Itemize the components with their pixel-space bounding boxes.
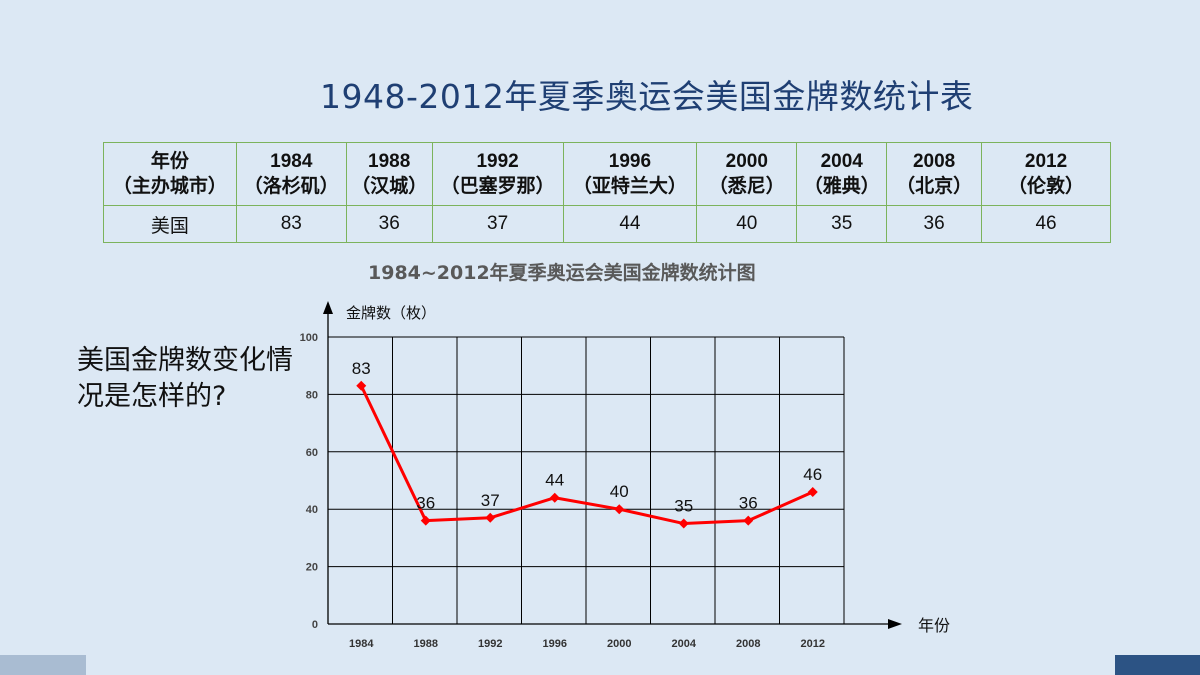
data-label: 40 — [610, 482, 629, 501]
table-cell: 44 — [562, 205, 698, 243]
data-point — [743, 515, 754, 526]
header-cell: 1992 （巴塞罗那） — [431, 142, 564, 206]
y-axis-label: 金牌数（枚） — [346, 305, 436, 322]
chart-series: 83 36 37 44 40 35 36 46 — [352, 359, 822, 529]
y-tick-label: 20 — [306, 562, 318, 574]
x-tick-label: 1988 — [414, 638, 438, 650]
data-point — [807, 486, 818, 497]
y-tick-label: 0 — [312, 619, 318, 631]
data-point — [485, 512, 496, 523]
x-tick-label: 1996 — [543, 638, 567, 650]
x-tick-label: 2004 — [672, 638, 697, 650]
question-text: 美国金牌数变化情况是怎样的? — [77, 345, 293, 412]
data-label: 35 — [674, 497, 693, 516]
header-cell: 1988 （汉城） — [345, 142, 433, 206]
header-cell: 1984 （洛杉矶） — [235, 142, 347, 206]
chart-grid — [328, 336, 845, 624]
y-tick-label: 40 — [306, 504, 318, 516]
data-label: 36 — [739, 494, 758, 513]
x-tick-label: 2008 — [736, 638, 760, 650]
data-label: 83 — [352, 359, 371, 378]
data-point — [678, 518, 689, 529]
x-axis-arrow — [888, 619, 902, 629]
table-cell: 36 — [886, 205, 983, 243]
data-label: 46 — [803, 465, 822, 484]
table-header-row: 年份 （主办城市） 1984 （洛杉矶） 1988 （汉城） 1992 （巴塞罗那） 1… — [103, 142, 1111, 206]
header-cell: 2004 （雅典） — [796, 142, 888, 206]
table-cell: 美国 — [103, 205, 237, 243]
table-cell: 46 — [981, 205, 1111, 243]
y-tick-label: 100 — [300, 332, 318, 344]
data-label: 37 — [481, 491, 500, 510]
header-cell: 年份 （主办城市） — [103, 142, 237, 206]
table-cell: 35 — [796, 205, 888, 243]
data-point — [356, 380, 367, 391]
x-tick-label: 2012 — [801, 638, 825, 650]
chart-axes — [323, 301, 902, 629]
x-tick-label: 1984 — [349, 638, 374, 650]
series-line — [359, 385, 814, 526]
x-axis-label: 年份 — [918, 617, 950, 635]
page-title: 1948-2012年夏季奥运会美国金牌数统计表 — [320, 77, 974, 116]
header-cell: 1996 （亚特兰大） — [562, 142, 698, 206]
data-label: 36 — [416, 494, 435, 513]
table-cell: 37 — [431, 205, 564, 243]
y-tick-label: 80 — [306, 389, 318, 401]
data-label: 44 — [545, 471, 564, 490]
corner-decoration-right — [1115, 655, 1200, 675]
data-point — [420, 515, 431, 526]
chart-ticks: 0 20 40 60 80 100 1984 1988 1992 1996 2000 2004 2008… — [300, 332, 825, 650]
data-point — [549, 492, 560, 503]
y-tick-label: 60 — [306, 447, 318, 459]
corner-decoration-left — [0, 655, 86, 675]
table-row: 美国 83 36 37 44 40 35 36 46 — [103, 205, 1111, 243]
chart-title: 1984~2012年夏季奥运会美国金牌数统计图 — [368, 262, 756, 284]
x-tick-label: 1992 — [478, 638, 502, 650]
x-tick-label: 2000 — [607, 638, 631, 650]
medal-table: 年份 （主办城市） 1984 （洛杉矶） 1988 （汉城） 1992 （巴塞罗那） 1… — [103, 142, 1111, 243]
table-cell: 40 — [696, 205, 798, 243]
y-axis-arrow — [323, 301, 333, 314]
table-cell: 36 — [345, 205, 433, 243]
data-point — [614, 504, 625, 515]
table-cell: 83 — [235, 205, 347, 243]
